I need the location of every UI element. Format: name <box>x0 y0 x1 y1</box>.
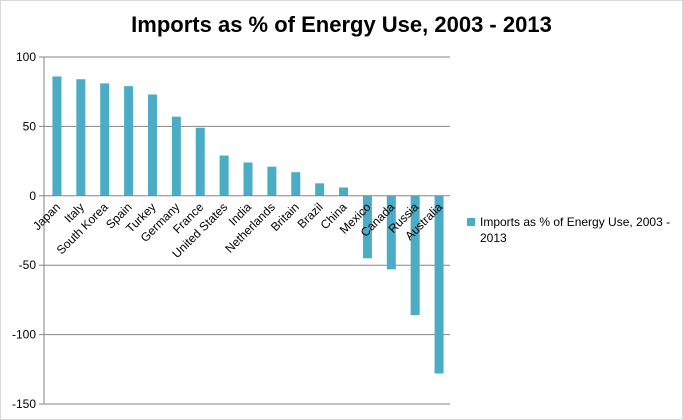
x-tick-label: Japan <box>30 200 63 233</box>
bar-india <box>243 162 253 196</box>
bar-series <box>52 76 444 374</box>
bar-spain <box>124 86 134 196</box>
bar-france <box>195 127 205 196</box>
bar-russia <box>410 195 420 316</box>
bar-china <box>339 187 349 196</box>
bar-netherlands <box>267 166 277 196</box>
bar-japan <box>52 76 62 196</box>
y-tick-label: 0 <box>29 189 36 203</box>
y-tick-label: -100 <box>12 328 36 342</box>
bar-germany <box>171 116 181 196</box>
y-tick-label: 50 <box>23 119 37 133</box>
y-tick-label: -150 <box>12 397 36 411</box>
bar-australia <box>434 195 444 374</box>
bar-turkey <box>147 94 157 196</box>
bar-united-states <box>219 155 229 196</box>
bar-brazil <box>315 183 325 196</box>
y-tick-label: -50 <box>19 258 37 272</box>
y-axis-ticks: 100 50 0 -50 -100 -150 <box>12 50 44 411</box>
bar-south-korea <box>100 83 110 196</box>
bar-mexico <box>362 195 372 259</box>
y-tick-label: 100 <box>16 50 36 64</box>
bar-britain <box>291 172 301 196</box>
legend-label: Imports as % of Energy Use, 2003 - 2013 <box>480 215 671 245</box>
bar-italy <box>76 79 86 196</box>
legend: Imports as % of Energy Use, 2003 - 2013 <box>467 214 677 246</box>
legend-swatch <box>467 218 475 226</box>
gridlines <box>44 56 450 405</box>
bar-canada <box>386 195 396 270</box>
chart-title: Imports as % of Energy Use, 2003 - 2013 <box>131 12 552 37</box>
